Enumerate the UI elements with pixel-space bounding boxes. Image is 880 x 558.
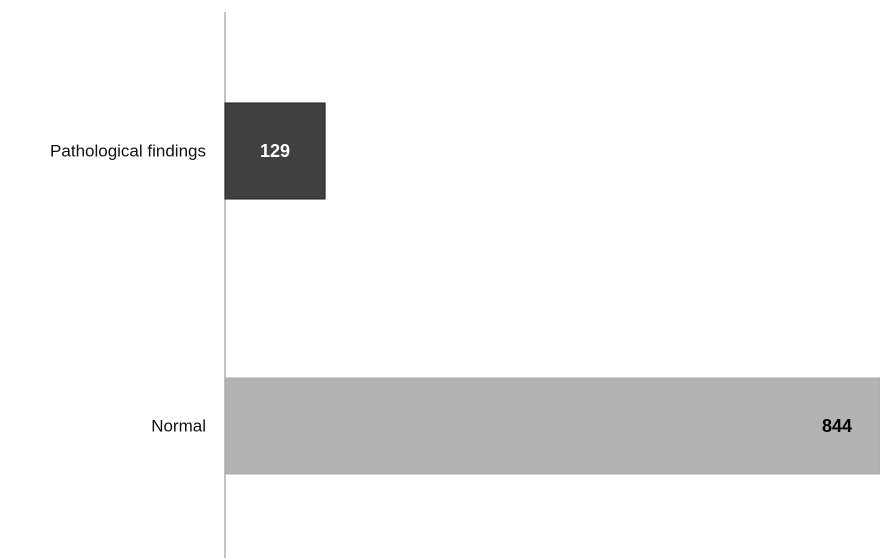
category-label-pathological-findings: Pathological findings <box>50 142 206 161</box>
value-label-pathological-findings: 129 <box>260 141 290 161</box>
category-label-normal: Normal <box>151 417 206 436</box>
bar-normal <box>224 377 880 475</box>
bar-pathological-findings <box>224 102 326 200</box>
bars-group: Pathological findings 129 Normal 844 <box>50 102 880 475</box>
value-label-normal: 844 <box>822 416 852 436</box>
